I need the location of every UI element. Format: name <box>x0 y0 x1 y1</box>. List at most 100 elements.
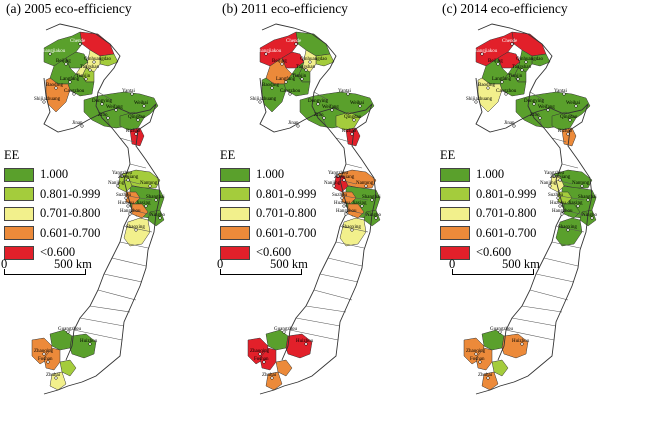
province-border <box>129 163 147 169</box>
province-border <box>535 273 575 283</box>
province-border <box>131 209 157 217</box>
legend-swatch <box>440 226 470 241</box>
city-point-beijing <box>280 62 284 66</box>
coastline <box>259 77 377 395</box>
city-label-huzhou: Huzhou <box>550 201 566 206</box>
province-border <box>97 91 113 101</box>
city-point-hangzhou <box>344 212 348 216</box>
city-label-shijiazhuang: Shijiazhuang <box>250 97 277 102</box>
city-label-ningbo: Ningbo <box>366 213 382 218</box>
legend-swatch <box>440 245 470 260</box>
legend-label: <0.600 <box>256 245 292 260</box>
city-point-langfang <box>500 80 504 84</box>
scale-max-label: 500 km <box>270 257 308 271</box>
city-label-tangshan: Tangshan <box>512 65 532 70</box>
province-border <box>347 209 373 217</box>
city-label-baoding: Baoding <box>262 83 279 88</box>
city-label-nantong: Nantong <box>356 181 374 186</box>
city-point-jinan <box>512 124 516 128</box>
city-point-beijing <box>496 62 500 66</box>
city-label-jinan: Jinan <box>72 121 83 126</box>
city-label-shanghai: Shanghai <box>578 195 597 200</box>
city-label-jinan: Jinan <box>288 121 299 126</box>
region-zhuhai <box>49 371 67 391</box>
region-langfang <box>75 61 89 77</box>
region-shaoxing <box>339 217 367 247</box>
city-label-zhuhai: Zhuhai <box>262 373 277 378</box>
legend-swatch <box>440 167 470 182</box>
city-point-chengde <box>294 42 298 46</box>
city-point-shijiazhuang <box>258 100 262 104</box>
city-label-rizhao: Rizhao <box>126 129 141 134</box>
city-point-cangzhou <box>504 92 508 96</box>
city-point-zhaoqing <box>258 352 262 356</box>
legend-swatch <box>220 206 250 221</box>
region-langfang <box>291 61 305 77</box>
city-point-yangzhou <box>552 174 556 178</box>
legend: EE 1.000 0.801-0.999 0.701-0.800 0.601-0.700… <box>440 148 536 263</box>
province-border <box>295 317 341 327</box>
city-point-baoding <box>54 86 58 90</box>
city-point-nanjing <box>548 184 552 188</box>
region-shijiazhuang <box>261 77 287 113</box>
legend-item: 0.701-0.800 <box>440 204 536 224</box>
city-label-yangzhou: Yangzhou <box>544 171 565 176</box>
city-label-huzhou: Huzhou <box>334 201 350 206</box>
province-border <box>103 273 143 283</box>
city-label-suzhou: Suzhou <box>332 193 348 198</box>
city-label-yangzhou: Yangzhou <box>112 171 133 176</box>
city-label-zibo: Zibo <box>530 113 540 118</box>
city-point-weihai <box>142 104 146 108</box>
city-label-huzhou: Huzhou <box>118 201 134 206</box>
city-label-weifang: Weifang <box>322 105 339 110</box>
city-label-zhangjiakou: Zhangjiakou <box>472 49 498 54</box>
city-point-weifang <box>330 108 334 112</box>
city-point-jiaxing <box>144 204 148 208</box>
city-point-weifang <box>114 108 118 112</box>
city-point-weifang <box>546 108 550 112</box>
legend-label: 0.801-0.999 <box>40 186 101 201</box>
city-label-foshan: Foshan <box>38 357 53 362</box>
legend-title: EE <box>4 148 20 162</box>
scale-line <box>4 274 86 275</box>
city-point-zibo <box>106 116 110 120</box>
city-label-qingdao: Qingdao <box>344 115 362 120</box>
city-point-dongying <box>532 102 536 106</box>
legend-swatch <box>4 167 34 182</box>
legend-item: 0.601-0.700 <box>440 224 536 244</box>
city-label-dongying: Dongying <box>524 99 545 104</box>
city-point-jiaxing <box>576 204 580 208</box>
legend-item: 1.000 <box>440 165 536 185</box>
province-border <box>345 163 363 169</box>
city-label-jiaxing: Jiaxing <box>568 201 583 206</box>
city-label-huizhou: Huizhou <box>80 339 98 344</box>
province-border <box>119 241 149 249</box>
city-label-ningbo: Ningbo <box>150 213 166 218</box>
region-huizhou <box>69 333 97 359</box>
city-point-yantai <box>562 92 566 96</box>
region-qingdao <box>551 111 577 131</box>
inland-boundary <box>477 23 565 361</box>
city-label-qingdao: Qingdao <box>560 115 578 120</box>
scale-tick <box>4 269 5 275</box>
city-point-huzhou <box>558 204 562 208</box>
city-point-qingdao <box>568 118 572 122</box>
city-point-ningbo <box>374 216 378 220</box>
legend-label: 0.701-0.800 <box>256 206 317 221</box>
legend-item: <0.600 <box>440 243 536 263</box>
legend-label: 0.801-0.999 <box>256 186 317 201</box>
legend-label: 0.601-0.700 <box>476 225 537 240</box>
city-point-foshan <box>478 360 482 364</box>
legend-swatch <box>4 226 34 241</box>
scale-tick <box>301 269 302 275</box>
city-label-zibo: Zibo <box>98 113 108 118</box>
city-label-nanjing: Nanjing <box>108 181 125 186</box>
city-label-tangshan: Tangshan <box>296 65 316 70</box>
legend-swatch <box>440 187 470 202</box>
city-label-hangzhou: Hangzhou <box>120 209 141 214</box>
legend: EE 1.000 0.801-0.999 0.701-0.800 0.601-0.700… <box>220 148 316 263</box>
city-point-dongying <box>100 102 104 106</box>
city-point-tangshan <box>88 68 92 72</box>
city-label-zhuhai: Zhuhai <box>478 373 493 378</box>
city-point-yangzhou <box>120 174 124 178</box>
